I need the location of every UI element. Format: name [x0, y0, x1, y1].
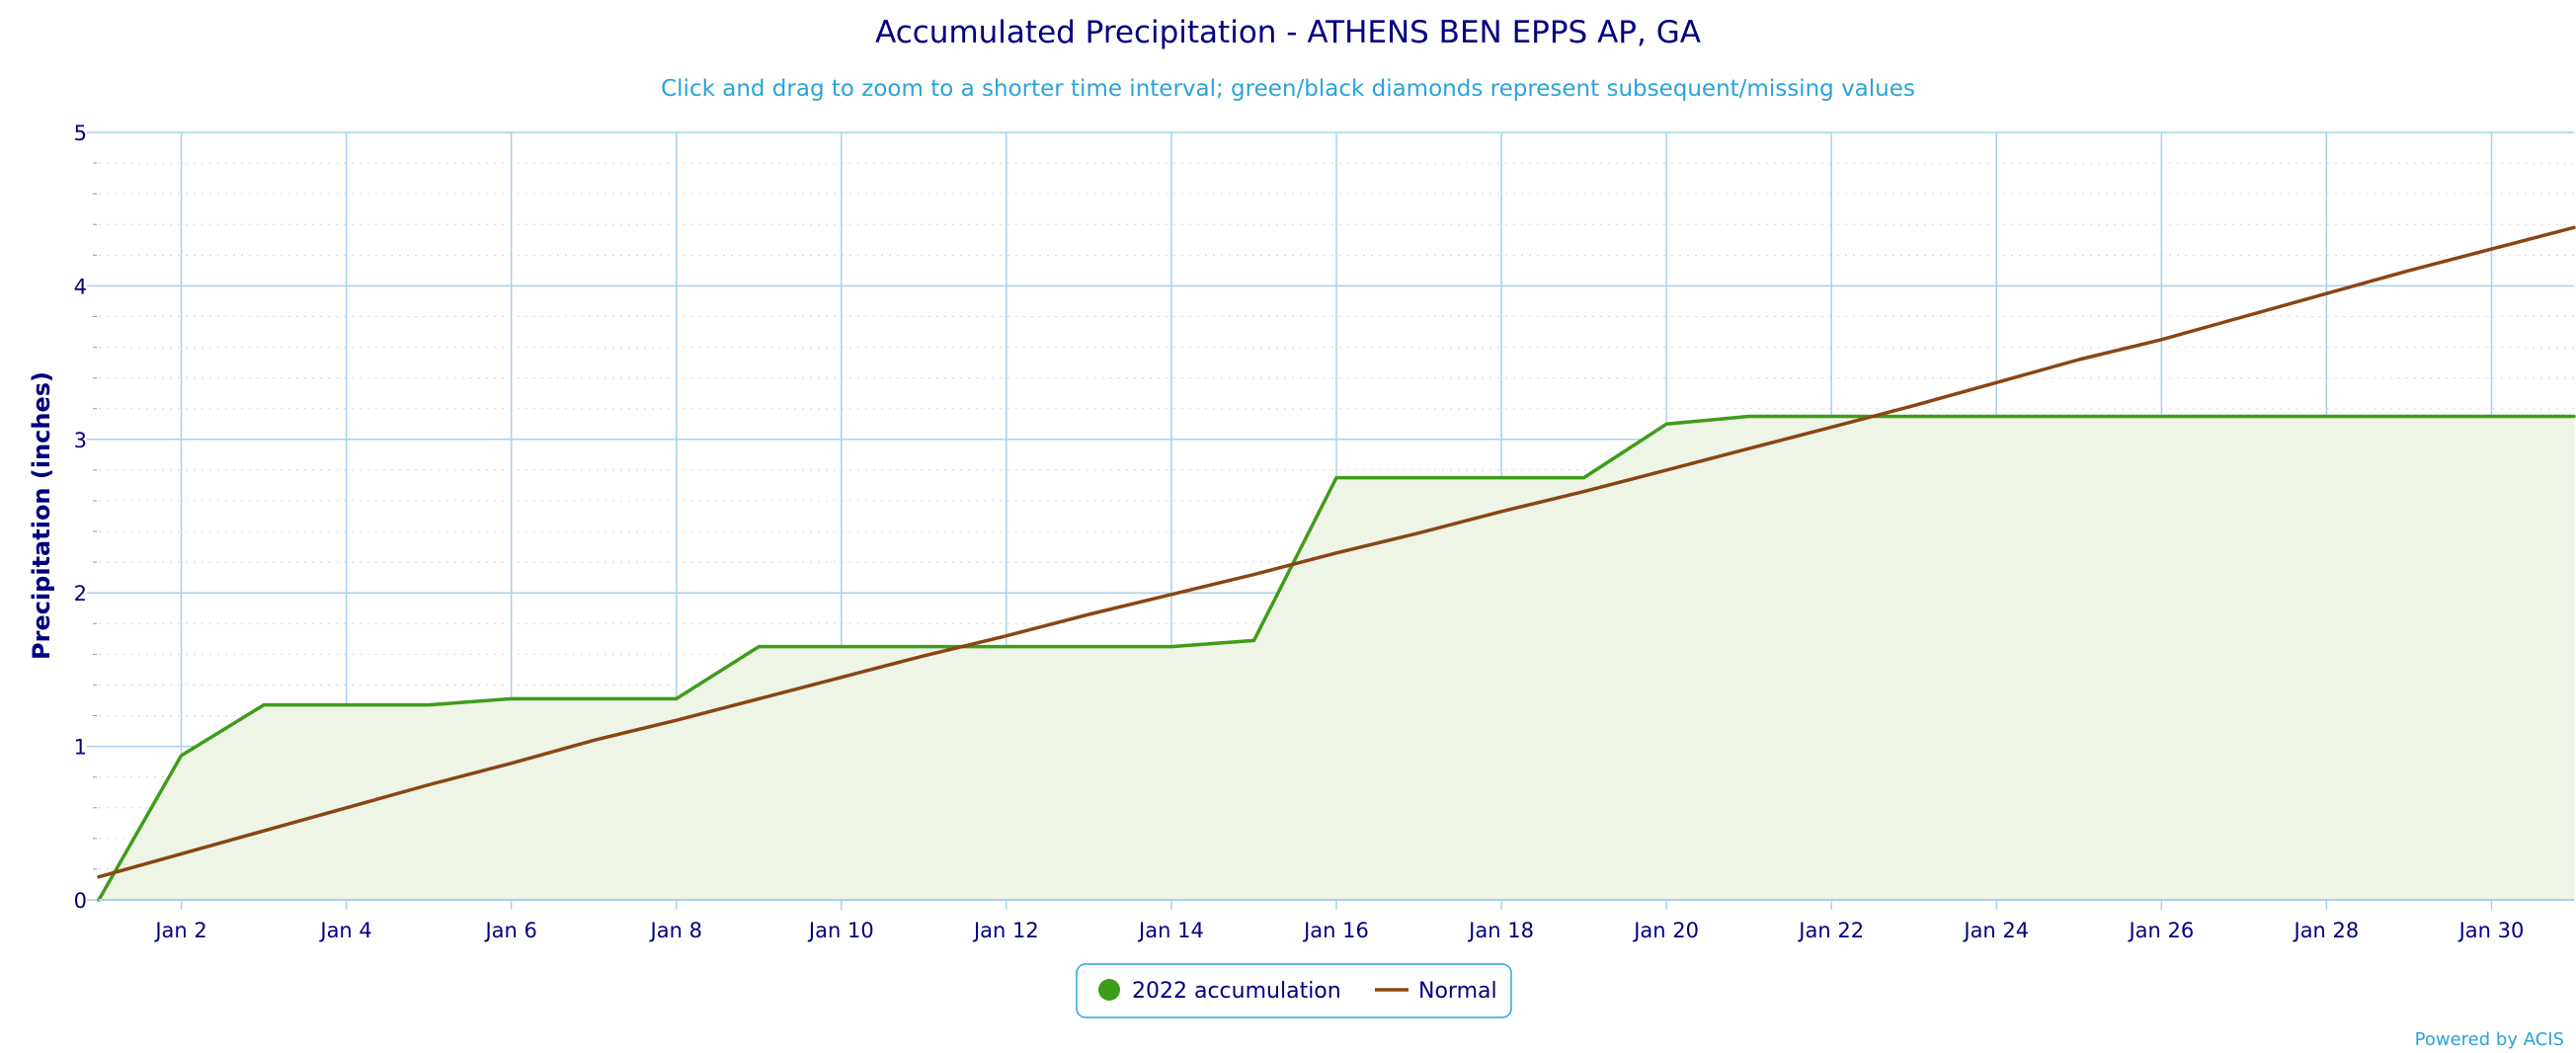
- credits-link[interactable]: Powered by ACIS: [2415, 1029, 2564, 1050]
- data-point-normal[interactable]: [340, 801, 354, 815]
- data-point-normal[interactable]: [1494, 505, 1508, 519]
- data-point-accumulation[interactable]: [587, 691, 601, 705]
- data-point-normal[interactable]: [1082, 608, 1095, 621]
- data-point-accumulation[interactable]: [670, 691, 684, 705]
- axes: 0 1 2 3 4 5 Jan 2 Jan 4 Jan 6 Jan 8 Jan 10 Jan 12 Ja…: [74, 122, 2574, 942]
- data-point-normal[interactable]: [2319, 286, 2333, 300]
- data-point-normal[interactable]: [1577, 485, 1591, 499]
- data-point-accumulation[interactable]: [2237, 410, 2251, 424]
- data-point-normal[interactable]: [92, 870, 106, 884]
- data-point-normal[interactable]: [1412, 526, 1426, 540]
- data-point-accumulation[interactable]: [257, 698, 271, 712]
- data-point-accumulation[interactable]: [505, 691, 519, 705]
- data-point-accumulation[interactable]: [1082, 640, 1095, 654]
- data-point-normal[interactable]: [1659, 463, 1673, 477]
- y-tick-label: 3: [74, 429, 87, 452]
- y-tick-label: 0: [74, 889, 87, 913]
- data-point-normal[interactable]: [2485, 242, 2499, 256]
- data-point-normal[interactable]: [175, 847, 189, 860]
- data-point-normal[interactable]: [2154, 333, 2168, 347]
- data-point-accumulation[interactable]: [340, 698, 354, 712]
- data-point-normal[interactable]: [1165, 588, 1178, 602]
- legend-symbol-accumulation: [1098, 979, 1120, 1001]
- data-point-normal[interactable]: [835, 671, 848, 685]
- x-tick-label: Jan 8: [649, 919, 702, 942]
- data-point-normal[interactable]: [422, 778, 436, 792]
- y-axis-title: Precipitation (inches): [28, 371, 55, 660]
- data-point-normal[interactable]: [2072, 353, 2086, 366]
- legend-item-normal[interactable]: Normal: [1375, 979, 1497, 1004]
- y-tick-label: 4: [74, 275, 87, 298]
- x-tick-label: Jan 22: [1797, 919, 1864, 942]
- data-point-accumulation[interactable]: [2485, 410, 2499, 424]
- x-tick-label: Jan 12: [972, 919, 1039, 942]
- data-point-accumulation[interactable]: [2072, 410, 2086, 424]
- data-point-accumulation[interactable]: [422, 698, 436, 712]
- data-point-normal[interactable]: [1329, 546, 1343, 560]
- legend-label-accumulation: 2022 accumulation: [1132, 979, 1341, 1004]
- y-tick-label: 2: [74, 582, 87, 606]
- legend-box: [1076, 963, 1512, 1018]
- series-line-accumulation[interactable]: [97, 414, 2576, 902]
- data-point-accumulation[interactable]: [2319, 410, 2333, 424]
- data-point-normal[interactable]: [1824, 420, 1838, 434]
- legend[interactable]: 2022 accumulation Normal: [1076, 963, 1512, 1018]
- x-tick-label: Jan 6: [483, 919, 536, 942]
- legend-label-normal: Normal: [1418, 979, 1497, 1004]
- chart-title: Accumulated Precipitation - ATHENS BEN E…: [875, 15, 1701, 50]
- data-point-normal[interactable]: [752, 691, 765, 705]
- data-point-normal[interactable]: [1000, 629, 1013, 643]
- data-point-accumulation[interactable]: [835, 640, 848, 654]
- x-tick-label: Jan 26: [2127, 919, 2194, 942]
- data-point-accumulation[interactable]: [1659, 417, 1673, 431]
- data-point-normal[interactable]: [505, 757, 519, 770]
- data-point-normal[interactable]: [257, 824, 271, 838]
- legend-item-2022-accumulation[interactable]: 2022 accumulation: [1098, 979, 1341, 1004]
- x-tick-label: Jan 20: [1632, 919, 1699, 942]
- chart-subtitle: Click and drag to zoom to a shorter time…: [661, 76, 1915, 102]
- data-point-accumulation[interactable]: [1577, 471, 1591, 485]
- series-line-normal[interactable]: [97, 225, 2576, 879]
- x-tick-label: Jan 24: [1962, 919, 2029, 942]
- x-tick-label: Jan 4: [318, 919, 371, 942]
- y-tick-label: 5: [74, 122, 87, 145]
- x-tick-label: Jan 2: [153, 919, 206, 942]
- series-area-accumulation: [99, 416, 2574, 900]
- data-point-normal[interactable]: [917, 649, 930, 663]
- data-point-accumulation[interactable]: [1248, 633, 1261, 647]
- plot-area[interactable]: [92, 220, 2576, 907]
- data-point-normal[interactable]: [1907, 399, 1921, 413]
- data-point-accumulation[interactable]: [1742, 410, 1756, 424]
- x-tick-label: Jan 30: [2457, 919, 2525, 942]
- data-point-accumulation[interactable]: [1989, 410, 2003, 424]
- data-point-normal[interactable]: [1742, 442, 1756, 455]
- data-point-accumulation[interactable]: [1494, 471, 1508, 485]
- data-point-normal[interactable]: [1248, 568, 1261, 582]
- x-tick-label: Jan 28: [2293, 919, 2360, 942]
- x-tick-label: Jan 14: [1137, 919, 1204, 942]
- data-point-accumulation[interactable]: [2154, 410, 2168, 424]
- data-point-normal[interactable]: [1989, 375, 2003, 389]
- data-point-accumulation[interactable]: [2402, 410, 2416, 424]
- data-point-normal[interactable]: [670, 713, 684, 727]
- data-point-accumulation[interactable]: [175, 749, 189, 763]
- data-point-accumulation[interactable]: [1165, 640, 1178, 654]
- x-tick-label: Jan 18: [1467, 919, 1534, 942]
- data-point-normal[interactable]: [2402, 264, 2416, 278]
- data-point-normal[interactable]: [2237, 310, 2251, 324]
- x-tick-label: Jan 10: [807, 919, 874, 942]
- data-point-accumulation[interactable]: [1412, 471, 1426, 485]
- y-tick-label: 1: [74, 736, 87, 760]
- data-point-normal[interactable]: [587, 733, 601, 747]
- data-point-accumulation[interactable]: [1329, 471, 1343, 485]
- data-point-accumulation[interactable]: [752, 640, 765, 654]
- x-tick-label: Jan 16: [1302, 919, 1369, 942]
